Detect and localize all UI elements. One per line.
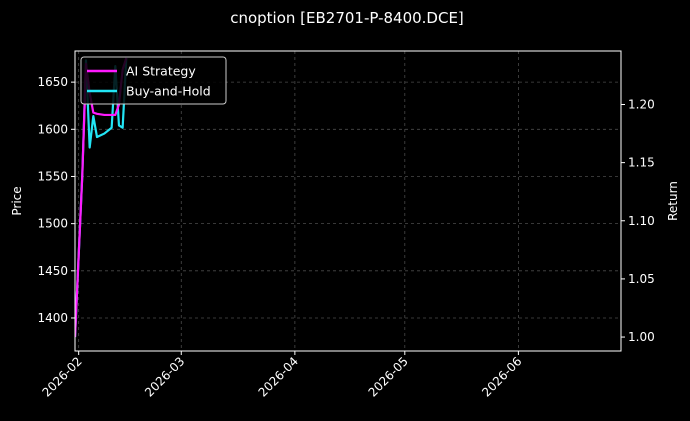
y-right-tick-label: 1.10 — [628, 214, 655, 228]
legend-box — [80, 56, 227, 105]
legend: AI Strategy Buy-and-Hold — [80, 56, 227, 105]
chart-title: cnoption [EB2701-P-8400.DCE] — [230, 9, 464, 27]
y-left-tick-label: 1550 — [37, 169, 68, 183]
y-left-tick-label: 1600 — [37, 122, 68, 136]
y-left-tick-label: 1450 — [37, 264, 68, 278]
y-left-tick-label: 1400 — [37, 311, 68, 325]
y-right-tick-label: 1.05 — [628, 272, 655, 286]
y-right-tick-label: 1.20 — [628, 97, 655, 111]
plot-frame — [74, 50, 622, 352]
y-axis-right-title: Return — [666, 181, 680, 221]
y-axis-left-title: Price — [10, 186, 24, 215]
legend-label-buy-and-hold: Buy-and-Hold — [126, 84, 211, 99]
y-left-tick-label: 1650 — [37, 75, 68, 89]
y-right-tick-label: 1.00 — [628, 330, 655, 344]
y-axis-left: 1400 1450 1500 1550 1600 1650 — [37, 75, 75, 325]
y-left-tick-label: 1500 — [37, 217, 68, 231]
y-axis-right: 1.00 1.05 1.10 1.15 1.20 — [621, 97, 655, 344]
y-right-tick-label: 1.15 — [628, 156, 655, 170]
legend-label-ai-strategy: AI Strategy — [126, 64, 196, 79]
